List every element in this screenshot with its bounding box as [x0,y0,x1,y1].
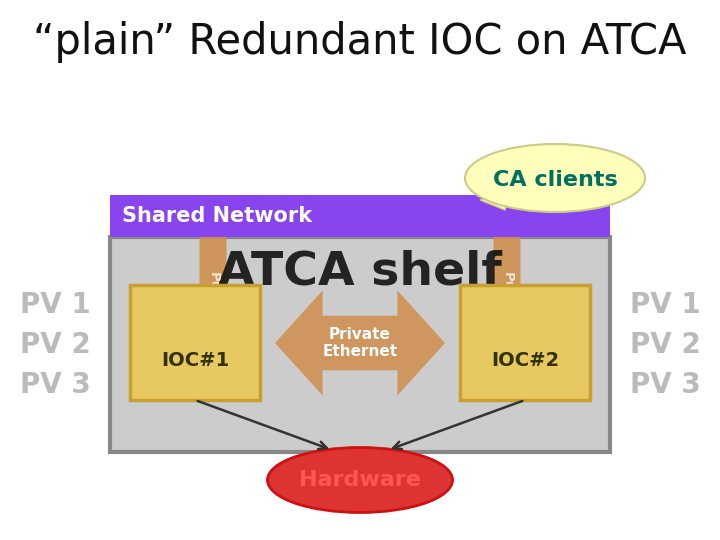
FancyBboxPatch shape [130,285,260,400]
Text: IOC#1: IOC#1 [161,351,229,370]
Text: PV 2: PV 2 [19,331,91,359]
Text: Public: Public [207,272,220,318]
Bar [110,237,610,452]
Polygon shape [480,195,510,210]
FancyBboxPatch shape [460,285,590,400]
Text: Shared Network: Shared Network [122,206,312,226]
Text: “plain” Redundant IOC on ATCA: “plain” Redundant IOC on ATCA [33,21,687,63]
Text: PV 1: PV 1 [630,291,701,319]
Text: Public: Public [500,272,513,318]
Polygon shape [275,291,445,395]
Text: ATCA shelf: ATCA shelf [218,249,502,294]
Text: CA clients: CA clients [492,170,617,190]
Text: PV 3: PV 3 [629,371,701,399]
Text: IOC#2: IOC#2 [491,351,559,370]
Text: PV 2: PV 2 [629,331,701,359]
Text: Hardware: Hardware [299,470,421,490]
Polygon shape [481,237,533,390]
Ellipse shape [268,448,452,512]
Ellipse shape [465,144,645,212]
Bar [110,195,610,237]
Text: Private
Ethernet: Private Ethernet [323,327,397,359]
Text: PV 3: PV 3 [19,371,91,399]
Text: PV 1: PV 1 [19,291,90,319]
Polygon shape [187,237,239,390]
